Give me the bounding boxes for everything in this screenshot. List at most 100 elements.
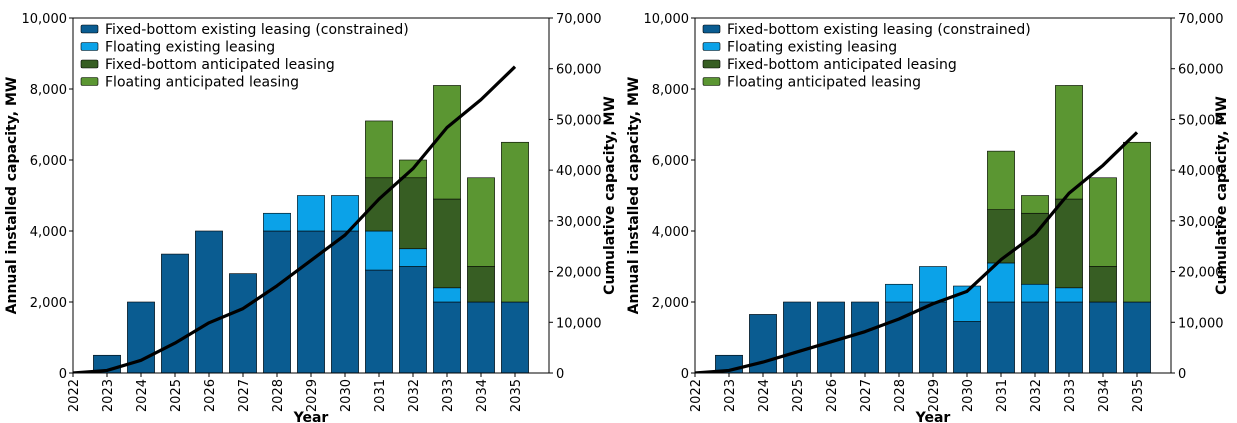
x-tick-label: 2030 bbox=[339, 379, 354, 412]
bar-2033-series-3 bbox=[1055, 198, 1083, 289]
legend-label-3: Fixed-bottom anticipated leasing bbox=[105, 57, 335, 73]
bar-2032-series-2 bbox=[399, 248, 427, 267]
y2-tick-label: 30,000 bbox=[556, 215, 602, 230]
legend-swatch-4 bbox=[702, 77, 721, 86]
bar-2035-series-1 bbox=[501, 301, 529, 374]
y-axis-label: Annual installed capacity, MW bbox=[626, 77, 642, 315]
x-tick-label: 2033 bbox=[441, 379, 456, 412]
y2-tick-label: 10,000 bbox=[556, 316, 602, 331]
legend-label-2: Floating existing leasing bbox=[727, 40, 897, 56]
bar-2031-series-3 bbox=[365, 177, 393, 232]
y-tick-label: 0 bbox=[59, 367, 67, 382]
bar-2035-series-4 bbox=[501, 141, 529, 303]
x-tick-label: 2024 bbox=[135, 379, 150, 412]
x-tick-label: 2030 bbox=[961, 379, 976, 412]
bar-2028-series-2 bbox=[263, 212, 291, 232]
y2-tick-label: 30,000 bbox=[1178, 215, 1224, 230]
y-tick-label: 6,000 bbox=[652, 154, 689, 169]
x-tick-label: 2034 bbox=[1097, 379, 1112, 412]
legend-swatch-3 bbox=[702, 59, 721, 69]
chart-panel-1: 0 2,000 4,000 6,000 8,000 10,000 0 10,000 20,000… bbox=[4, 12, 618, 423]
legend-swatch-1 bbox=[80, 24, 99, 34]
x-tick-label: 2022 bbox=[689, 379, 704, 412]
bar-2033-series-1 bbox=[1055, 301, 1083, 374]
x-tick-label: 2028 bbox=[893, 379, 908, 412]
y-tick-label: 0 bbox=[681, 367, 689, 382]
x-tick-label: 2034 bbox=[475, 379, 490, 412]
x-tick-label: 2032 bbox=[1029, 379, 1044, 412]
bar-2029-series-2 bbox=[919, 266, 947, 303]
y-tick-label: 10,000 bbox=[644, 12, 690, 27]
cumulative-line bbox=[695, 131, 1139, 373]
x-tick-label: 2035 bbox=[509, 379, 524, 412]
legend-swatch-1 bbox=[702, 24, 721, 34]
x-tick-label: 2031 bbox=[995, 379, 1010, 412]
x-tick-label: 2023 bbox=[101, 379, 116, 412]
y2-tick-label: 70,000 bbox=[1178, 12, 1224, 27]
bar-2032-series-1 bbox=[1021, 301, 1049, 374]
bar-2028-series-1 bbox=[885, 301, 913, 374]
bar-2034-series-1 bbox=[467, 301, 495, 374]
bar-2033-series-2 bbox=[1055, 287, 1083, 303]
bar-2025-series-1 bbox=[161, 253, 189, 374]
bar-2032-series-3 bbox=[399, 177, 427, 250]
y-tick-label: 6,000 bbox=[30, 154, 67, 169]
bar-2031-series-3 bbox=[987, 209, 1015, 264]
y-axis-label: Annual installed capacity, MW bbox=[4, 77, 20, 315]
x-tick-label: 2028 bbox=[271, 379, 286, 412]
x-tick-label: 2031 bbox=[373, 379, 388, 412]
x-tick-label: 2035 bbox=[1131, 379, 1146, 412]
bar-2033-series-3 bbox=[433, 198, 461, 289]
y-tick-label: 10,000 bbox=[22, 12, 68, 27]
y2-axis-label: Cumulative capacity, MW bbox=[602, 96, 618, 295]
bar-2030-series-1 bbox=[331, 230, 359, 374]
bar-2030-series-1 bbox=[953, 321, 981, 374]
legend: Fixed-bottom existing leasing (constrain… bbox=[702, 22, 1031, 91]
bar-2028-series-1 bbox=[263, 230, 291, 374]
legend-label-1: Fixed-bottom existing leasing (constrain… bbox=[105, 22, 409, 38]
bar-2028-series-2 bbox=[885, 283, 913, 303]
legend-swatch-2 bbox=[702, 42, 721, 51]
legend-swatch-2 bbox=[80, 42, 99, 51]
x-tick-label: 2025 bbox=[169, 379, 184, 412]
bar-2035-series-4 bbox=[1123, 141, 1151, 303]
bar-2034-series-4 bbox=[1089, 177, 1117, 267]
y-tick-label: 8,000 bbox=[30, 83, 67, 98]
y-tick-label: 4,000 bbox=[652, 225, 689, 240]
legend-label-1: Fixed-bottom existing leasing (constrain… bbox=[727, 22, 1031, 38]
bar-2031-series-2 bbox=[365, 230, 393, 271]
bar-2033-series-4 bbox=[433, 85, 461, 200]
y2-tick-label: 50,000 bbox=[1178, 113, 1224, 128]
bar-2035-series-1 bbox=[1123, 301, 1151, 374]
chart-panel-2: 0 2,000 4,000 6,000 8,000 10,000 0 10,000 20,000… bbox=[626, 12, 1230, 423]
bar-2033-series-4 bbox=[1055, 85, 1083, 200]
y2-tick-label: 0 bbox=[1178, 367, 1186, 382]
bar-2034-series-3 bbox=[467, 266, 495, 303]
bar-2025-series-1 bbox=[783, 301, 811, 374]
bar-2033-series-2 bbox=[433, 287, 461, 303]
y-tick-label: 2,000 bbox=[30, 296, 67, 311]
y2-tick-label: 0 bbox=[556, 367, 564, 382]
legend-label-4: Floating anticipated leasing bbox=[105, 75, 299, 91]
y2-tick-label: 20,000 bbox=[556, 266, 602, 281]
x-tick-label: 2027 bbox=[859, 379, 874, 412]
y2-axis-label: Cumulative capacity, MW bbox=[1214, 96, 1230, 295]
y-tick-label: 4,000 bbox=[30, 225, 67, 240]
bar-2034-series-4 bbox=[467, 177, 495, 267]
x-tick-label: 2027 bbox=[237, 379, 252, 412]
bar-2032-series-2 bbox=[1021, 283, 1049, 303]
bar-2027-series-1 bbox=[229, 273, 257, 374]
y2-tick-label: 40,000 bbox=[1178, 164, 1224, 179]
y2-tick-label: 10,000 bbox=[1178, 316, 1224, 331]
x-axis-label: Year bbox=[293, 410, 329, 423]
legend: Fixed-bottom existing leasing (constrain… bbox=[80, 22, 409, 91]
y2-tick-label: 70,000 bbox=[556, 12, 602, 27]
x-tick-label: 2032 bbox=[407, 379, 422, 412]
y2-tick-label: 60,000 bbox=[556, 63, 602, 78]
x-axis-label: Year bbox=[915, 410, 951, 423]
x-tick-label: 2033 bbox=[1063, 379, 1078, 412]
bar-2031-series-1 bbox=[365, 269, 393, 374]
x-tick-label: 2026 bbox=[203, 379, 218, 412]
y2-tick-label: 60,000 bbox=[1178, 63, 1224, 78]
